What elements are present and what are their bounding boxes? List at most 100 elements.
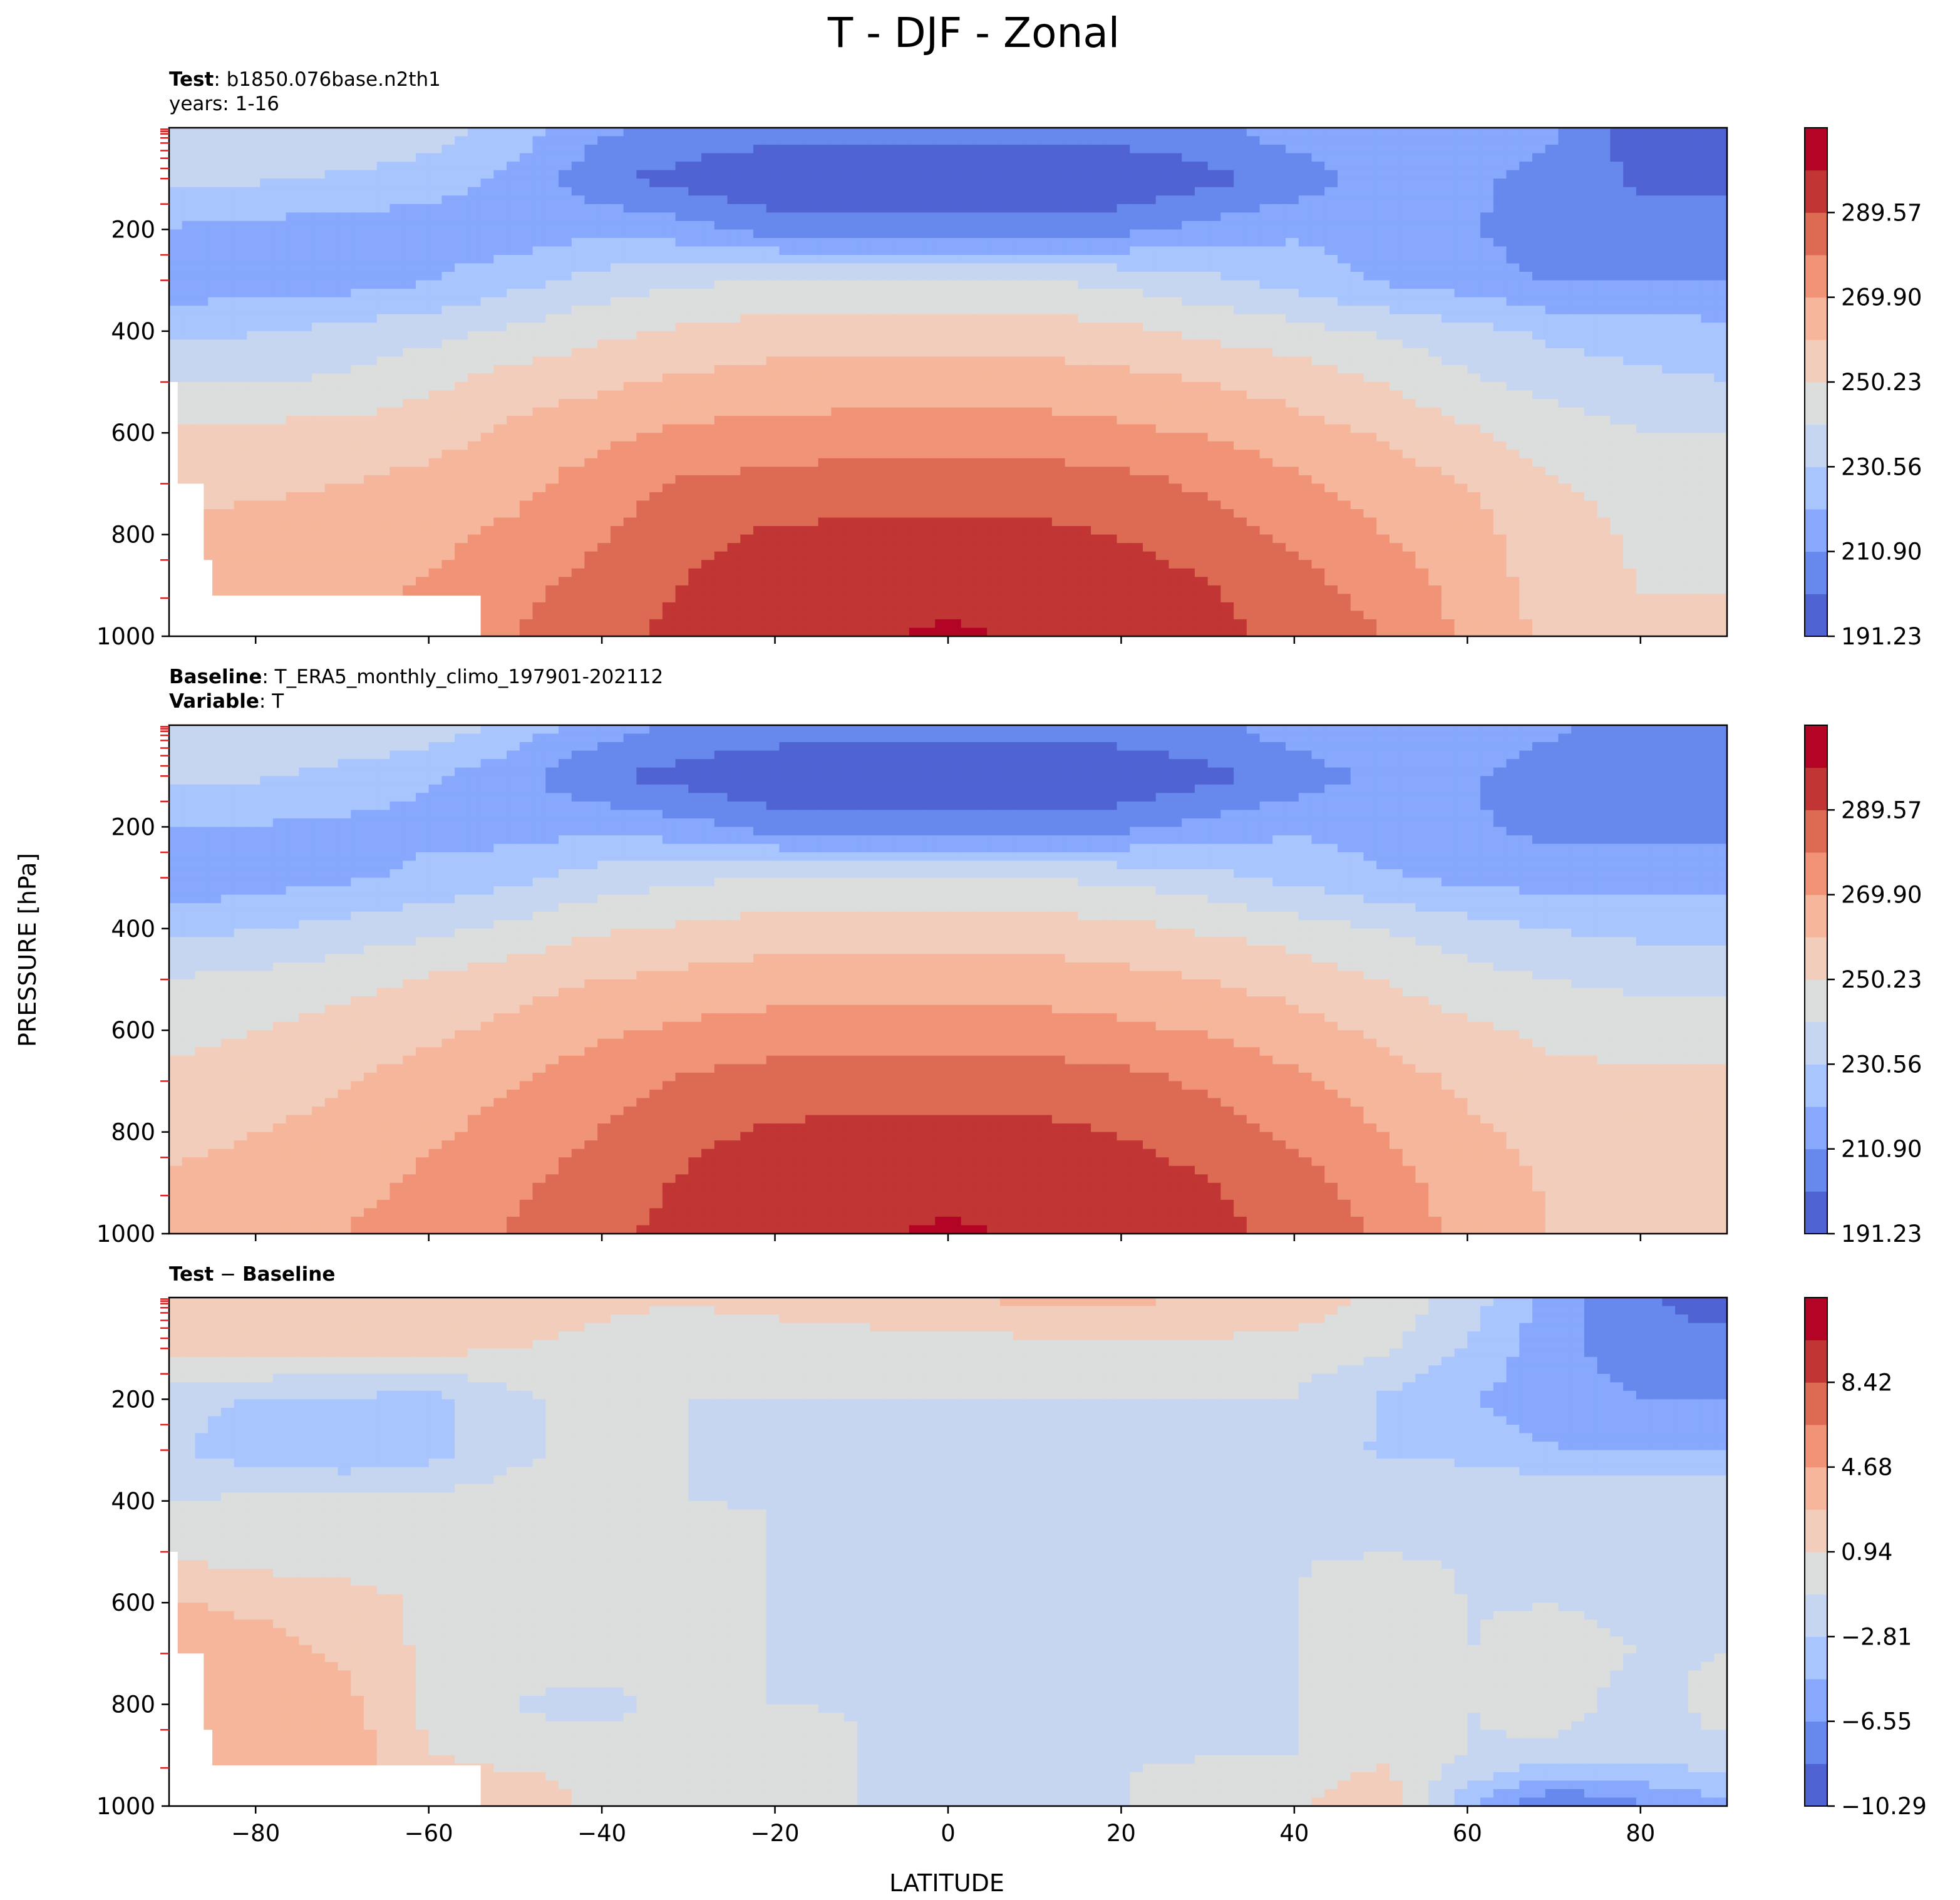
contour-cell [1338, 331, 1351, 340]
contour-cell [663, 391, 676, 400]
contour-cell [312, 356, 325, 365]
contour-cell [1545, 178, 1559, 187]
contour-cell [208, 450, 221, 458]
contour-cell [1260, 391, 1273, 400]
contour-cell [273, 204, 286, 213]
contour-cell [403, 391, 416, 400]
contour-cell [766, 221, 780, 230]
contour-cell [624, 339, 637, 348]
contour-cell [493, 297, 507, 306]
contour-cell [1428, 425, 1442, 433]
contour-cell [1415, 306, 1428, 314]
contour-cell [1649, 195, 1663, 204]
contour-cell [338, 475, 351, 484]
contour-cell [1039, 145, 1052, 153]
contour-cell [1610, 255, 1623, 264]
contour-cell [1558, 255, 1571, 264]
contour-cell [1195, 339, 1208, 348]
contour-cell [1065, 264, 1078, 272]
contour-cell [1415, 314, 1428, 323]
contour-cell [1234, 212, 1247, 221]
contour-cell [1688, 416, 1701, 425]
contour-cell [195, 264, 208, 272]
contour-cell [182, 441, 195, 450]
contour-cell [403, 373, 416, 382]
contour-cell [1026, 450, 1039, 458]
contour-cell [896, 467, 909, 475]
contour-cell [299, 255, 312, 264]
contour-cell [1182, 238, 1195, 247]
contour-cell [1584, 289, 1597, 297]
contour-cell [714, 246, 728, 255]
contour-cell [260, 137, 273, 145]
contour-cell [1065, 425, 1078, 433]
contour-cell [896, 323, 909, 331]
contour-cell [195, 314, 208, 323]
contour-cell [909, 365, 922, 374]
contour-cell [766, 314, 780, 323]
contour-cell [883, 128, 896, 137]
contour-cell [1701, 467, 1715, 475]
contour-cell [247, 450, 260, 458]
contour-cell [1130, 178, 1143, 187]
contour-cell [831, 145, 844, 153]
contour-cell [1013, 475, 1026, 484]
contour-cell [1052, 450, 1065, 458]
contour-cell [1714, 458, 1727, 467]
contour-cell [1455, 416, 1468, 425]
contour-cell [545, 221, 559, 230]
contour-cell [195, 356, 208, 365]
contour-cell [1220, 229, 1234, 238]
contour-cell [169, 162, 182, 170]
contour-cell [364, 348, 377, 357]
contour-cell [493, 170, 507, 179]
contour-cell [507, 153, 520, 162]
contour-cell [597, 229, 611, 238]
contour-cell [1610, 238, 1623, 247]
contour-cell [389, 399, 403, 408]
contour-cell [805, 441, 818, 450]
contour-cell [636, 399, 649, 408]
contour-cell [1351, 246, 1364, 255]
contour-cell [935, 408, 948, 416]
contour-cell [1324, 289, 1338, 297]
contour-cell [507, 408, 520, 416]
contour-cell [1571, 212, 1584, 221]
contour-cell [299, 441, 312, 450]
contour-cell [987, 297, 1000, 306]
contour-cell [572, 314, 585, 323]
contour-cell [728, 450, 741, 458]
contour-cell [520, 399, 533, 408]
contour-cell [676, 128, 689, 137]
contour-cell [1324, 153, 1338, 162]
contour-cell [922, 475, 936, 484]
contour-cell [1299, 408, 1312, 416]
contour-cell [961, 399, 974, 408]
contour-cell [493, 281, 507, 289]
contour-cell [351, 331, 364, 340]
contour-cell [1507, 433, 1520, 441]
contour-cell [1234, 297, 1247, 306]
contour-cell [1130, 187, 1143, 196]
contour-cell [792, 373, 805, 382]
contour-cell [1390, 229, 1403, 238]
contour-cell [507, 246, 520, 255]
contour-cell [974, 246, 987, 255]
contour-cell [1104, 153, 1117, 162]
contour-cell [520, 323, 533, 331]
contour-cell [1117, 331, 1130, 340]
contour-cell [377, 441, 390, 450]
contour-cell [1156, 314, 1169, 323]
contour-cell [403, 187, 416, 196]
contour-cell [481, 246, 494, 255]
contour-cell [377, 145, 390, 153]
contour-cell [1701, 145, 1715, 153]
contour-cell [1052, 255, 1065, 264]
contour-cell [1467, 145, 1480, 153]
contour-cell [1636, 212, 1649, 221]
contour-cell [1026, 281, 1039, 289]
contour-cell [909, 331, 922, 340]
contour-cell [676, 162, 689, 170]
contour-cell [1390, 221, 1403, 230]
contour-cell [974, 433, 987, 441]
